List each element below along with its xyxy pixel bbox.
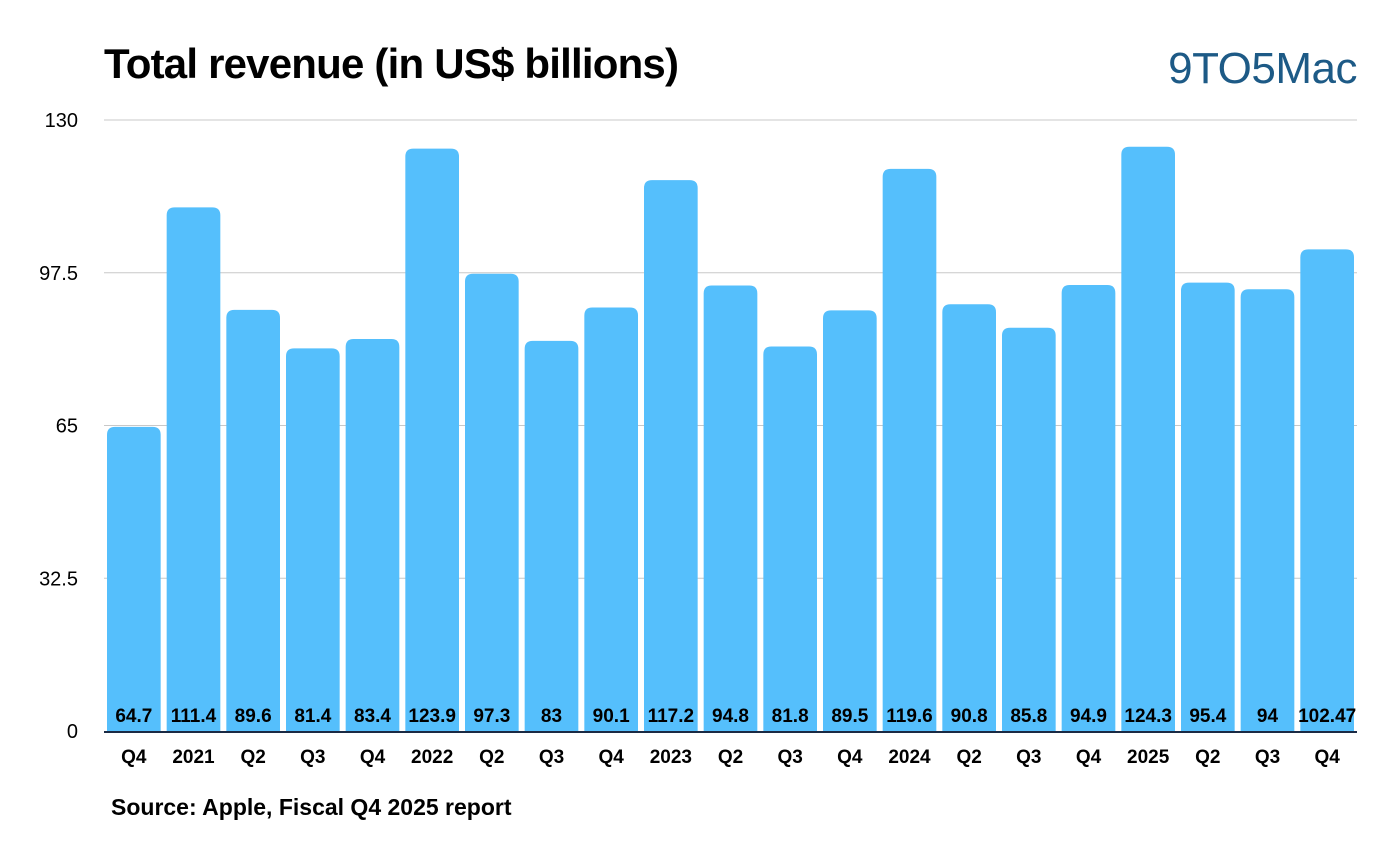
- bar-2: [226, 309, 280, 731]
- source-note: Source: Apple, Fiscal Q4 2025 report: [111, 794, 512, 820]
- bar-14: [942, 304, 996, 731]
- x-tick-label: Q4: [360, 747, 386, 768]
- bar-17: [1121, 146, 1175, 732]
- data-label: 89.5: [831, 706, 868, 727]
- y-tick-label: 32.5: [39, 568, 78, 590]
- data-label: 111.4: [171, 706, 217, 727]
- x-tick-label: 2023: [650, 747, 692, 768]
- data-label: 117.2: [648, 706, 695, 727]
- x-tick-label: Q4: [837, 747, 863, 768]
- bar-4: [345, 339, 400, 731]
- data-label: 81.4: [294, 706, 331, 727]
- x-tick-label: Q4: [1076, 747, 1102, 768]
- bar-9: [644, 180, 698, 731]
- y-tick-label: 130: [45, 110, 78, 132]
- data-label: 102.47: [1298, 706, 1356, 727]
- x-tick-label: Q2: [718, 747, 743, 768]
- y-tick-label: 0: [67, 721, 78, 743]
- x-tick-label: 2025: [1127, 747, 1170, 768]
- bar-3: [286, 348, 340, 731]
- bar-5: [405, 148, 459, 732]
- x-tick-label: Q2: [1195, 747, 1220, 768]
- bar-1: [166, 207, 221, 732]
- bar-0: [107, 426, 161, 731]
- x-tick-label: Q3: [1255, 747, 1280, 768]
- x-tick-label: Q3: [539, 747, 564, 768]
- data-label: 83: [541, 706, 562, 727]
- y-tick-label: 97.5: [39, 263, 78, 285]
- bar-8: [584, 307, 638, 731]
- y-tick-label: 65: [56, 416, 78, 438]
- bar-15: [1002, 327, 1056, 731]
- data-label: 64.7: [115, 706, 152, 727]
- data-label: 89.6: [235, 706, 272, 727]
- x-tick-label: Q3: [777, 747, 802, 768]
- x-tick-label: 2021: [172, 747, 215, 768]
- data-label: 83.4: [354, 706, 391, 727]
- data-label: 85.8: [1010, 706, 1047, 727]
- x-tick-label: 2022: [411, 747, 453, 768]
- x-tick-label: Q3: [1016, 747, 1041, 768]
- data-label: 119.6: [886, 706, 933, 727]
- chart-title: Total revenue (in US$ billions): [104, 40, 679, 87]
- bar-7: [524, 340, 579, 731]
- x-tick-label: Q4: [1314, 747, 1340, 768]
- brand-logo: 9TO5Mac: [1168, 44, 1357, 93]
- bar-11: [763, 346, 817, 731]
- bar-13: [882, 168, 937, 731]
- data-label: 94.9: [1070, 706, 1107, 727]
- y-axis-ticks: 0 32.5 65 97.5 130: [39, 110, 78, 743]
- x-axis-ticks: Q4 2021 Q2 Q3 Q4 2022 Q2 Q3 Q4 2023 Q2 Q3 Q4 2024 Q2 Q3…: [121, 747, 1340, 768]
- bar-19: [1240, 289, 1295, 731]
- data-label: 124.3: [1124, 706, 1172, 727]
- x-tick-label: Q4: [598, 747, 624, 768]
- x-tick-label: Q4: [121, 747, 147, 768]
- x-tick-label: Q3: [300, 747, 325, 768]
- data-label: 90.8: [951, 706, 988, 727]
- data-label: 81.8: [772, 706, 809, 727]
- data-label: 94.8: [712, 706, 749, 727]
- data-label: 123.9: [408, 706, 456, 727]
- bars: [107, 146, 1354, 732]
- bar-10: [703, 285, 758, 731]
- data-label: 95.4: [1189, 706, 1226, 727]
- data-label: 97.3: [473, 706, 510, 727]
- x-tick-label: Q2: [240, 747, 265, 768]
- data-label: 90.1: [593, 706, 630, 727]
- x-tick-label: Q2: [479, 747, 504, 768]
- data-labels: 64.7 111.4 89.6 81.4 83.4 123.9 97.3 83 90.1 117.…: [115, 706, 1356, 727]
- bar-12: [823, 310, 877, 731]
- x-tick-label: 2024: [888, 747, 931, 768]
- bar-20: [1300, 249, 1354, 732]
- bar-16: [1061, 284, 1116, 731]
- bar-18: [1181, 282, 1235, 731]
- data-label: 94: [1257, 706, 1279, 727]
- bar-6: [465, 273, 519, 731]
- x-tick-label: Q2: [956, 747, 981, 768]
